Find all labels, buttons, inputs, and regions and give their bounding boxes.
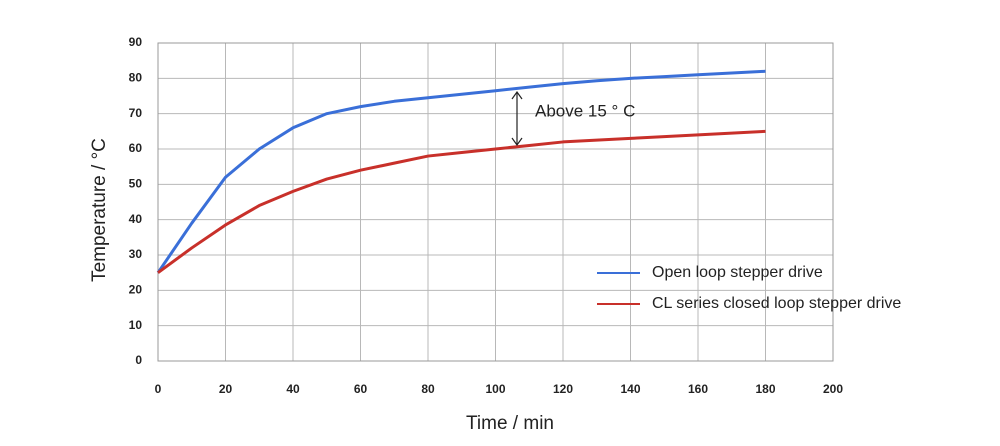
x-tick-label: 40 (286, 382, 300, 396)
annotation: Above 15 ° C (535, 101, 635, 120)
x-tick-label: 120 (553, 382, 573, 396)
x-tick-label: 20 (219, 382, 233, 396)
y-tick-label: 70 (129, 106, 143, 120)
x-tick-label: 100 (485, 382, 505, 396)
x-tick-label: 60 (354, 382, 368, 396)
arrow-head (511, 90, 523, 147)
y-tick-label: 80 (129, 71, 143, 85)
x-tick-label: 200 (823, 382, 843, 396)
y-tick-label: 60 (129, 141, 143, 155)
plot-frame (157, 42, 834, 362)
x-tick-label: 0 (155, 382, 162, 396)
y-tick-label: 50 (129, 177, 143, 191)
x-tick-label: 160 (688, 382, 708, 396)
series-line (157, 129, 766, 274)
series-line (156, 69, 766, 274)
x-tick-label: 140 (620, 382, 640, 396)
legend-label: Open loop stepper drive (652, 264, 823, 281)
y-tick-label: 0 (135, 353, 142, 367)
x-axis-label: Time / min (466, 413, 554, 434)
y-tick-label: 90 (129, 35, 143, 49)
x-tick-label: 80 (421, 382, 435, 396)
y-tick-label: 30 (129, 247, 143, 261)
x-tick-label: 180 (755, 382, 775, 396)
y-axis-label: Temperature / °C (89, 138, 110, 282)
legend-label: CL series closed loop stepper drive (652, 295, 901, 312)
y-tick-label: 10 (129, 318, 143, 332)
y-tick-label: 20 (129, 283, 143, 297)
y-tick-label: 40 (129, 212, 143, 226)
